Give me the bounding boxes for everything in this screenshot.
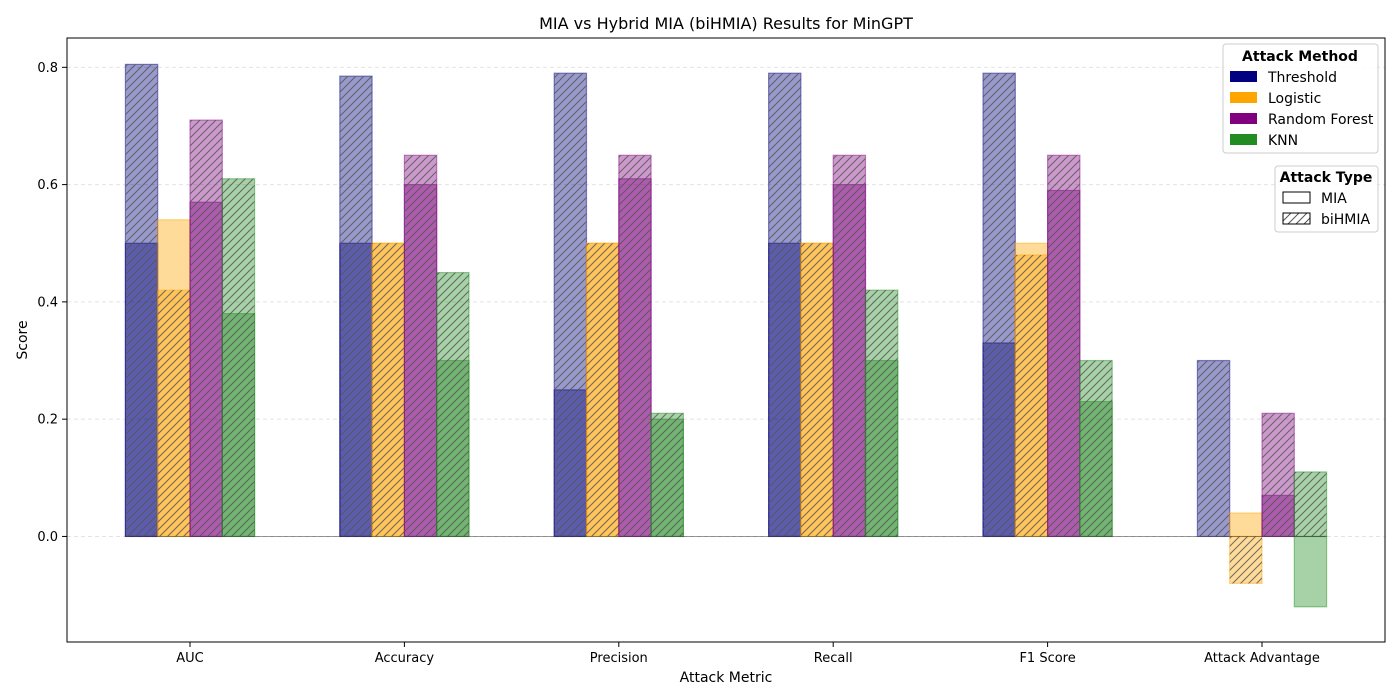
bar-bihmia-hatch xyxy=(1047,155,1080,537)
bar-bihmia-hatch xyxy=(1262,413,1295,537)
bar-bihmia-hatch xyxy=(983,73,1016,537)
x-tick-label: Accuracy xyxy=(375,651,435,666)
bar-bihmia-hatch xyxy=(1079,360,1113,537)
bar-bihmia-hatch xyxy=(768,73,801,537)
bar-bihmia-hatch xyxy=(1294,471,1327,537)
bar-bihmia-hatch xyxy=(222,178,255,537)
legend-label-knn: KNN xyxy=(1268,133,1298,149)
bar-bihmia-hatch xyxy=(1197,360,1230,537)
legend-swatch-knn xyxy=(1230,134,1257,145)
x-tick-label: F1 Score xyxy=(1019,651,1075,666)
legend-label-logistic: Logistic xyxy=(1268,91,1321,107)
bar-bihmia-hatch xyxy=(436,272,469,537)
bar-bihmia-hatch xyxy=(125,64,158,537)
bars xyxy=(124,63,1328,608)
x-tick-label: Attack Advantage xyxy=(1204,651,1320,666)
bar-bihmia-hatch xyxy=(1015,254,1048,537)
legend-method-title: Attack Method xyxy=(1242,49,1358,65)
bar-bihmia-hatch xyxy=(554,73,587,537)
x-axis-ticks: AUC Accuracy Precision Recall F1 Score Attack… xyxy=(176,642,1320,666)
plot-frame xyxy=(66,37,1386,643)
bar-bihmia-hatch xyxy=(800,243,834,537)
y-tick-label: 0.4 xyxy=(37,295,58,310)
bar-bihmia-hatch xyxy=(865,290,898,537)
legend-label-threshold: Threshold xyxy=(1267,70,1337,86)
legend-swatch-random-forest xyxy=(1230,113,1257,124)
bar-bihmia-hatch xyxy=(157,290,190,537)
bar-bihmia-hatch xyxy=(339,76,373,537)
legend-method-frame xyxy=(1222,43,1379,154)
y-tick-label: 0.0 xyxy=(37,530,58,545)
gridlines xyxy=(67,66,1385,537)
legend-label-random-forest: Random Forest xyxy=(1268,112,1374,128)
legend-attack-type: Attack Type MIA biHMIA xyxy=(1274,165,1379,233)
bar-bihmia-hatch xyxy=(1229,536,1262,584)
chart-title: MIA vs Hybrid MIA (biHMIA) Results for M… xyxy=(539,14,913,33)
bar-bihmia-hatch xyxy=(833,155,866,537)
x-axis-title: Attack Metric xyxy=(680,670,773,686)
legend-attack-method: Attack Method Threshold Logistic Random Fo… xyxy=(1222,43,1379,154)
x-tick-label: AUC xyxy=(176,651,204,666)
legend-swatch-bihmia xyxy=(1282,212,1311,225)
bar-mia xyxy=(1293,535,1328,608)
legend-swatch-threshold xyxy=(1230,71,1257,82)
x-tick-label: Recall xyxy=(814,651,853,666)
bar-bihmia-hatch xyxy=(586,243,619,537)
legend-swatch-mia xyxy=(1282,191,1311,204)
y-axis-ticks: 0.0 0.2 0.4 0.6 0.8 xyxy=(37,61,67,545)
y-tick-label: 0.2 xyxy=(37,413,58,428)
bar-bihmia-hatch xyxy=(618,155,652,537)
bar-bihmia-hatch xyxy=(372,243,405,537)
bar-bihmia-hatch xyxy=(651,413,684,537)
y-tick-label: 0.6 xyxy=(37,178,58,193)
x-tick-label: Precision xyxy=(590,651,648,666)
y-axis-title: Score xyxy=(15,320,31,359)
y-tick-label: 0.8 xyxy=(37,61,58,76)
legend-swatch-logistic xyxy=(1230,92,1257,103)
legend-label-bihmia: biHMIA xyxy=(1321,212,1371,228)
bar-bihmia-hatch xyxy=(404,155,437,537)
legend-label-mia: MIA xyxy=(1321,191,1347,207)
bar-bihmia-hatch xyxy=(190,120,223,537)
bar-mia xyxy=(1229,512,1263,538)
legend-type-title: Attack Type xyxy=(1280,170,1373,186)
